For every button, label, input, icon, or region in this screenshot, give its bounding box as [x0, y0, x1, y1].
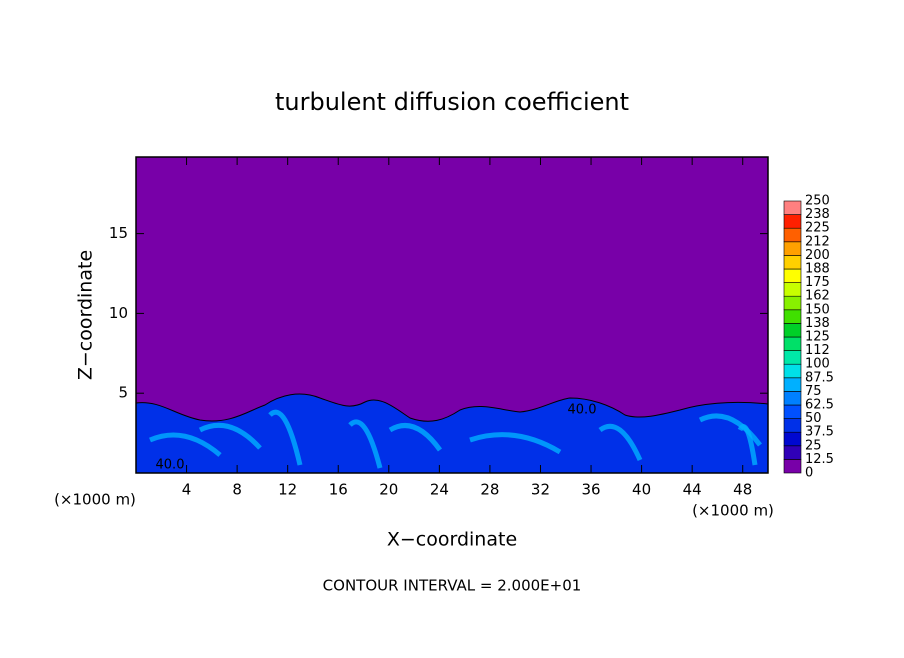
colorbar-label: 50	[805, 411, 822, 426]
colorbar-label: 25	[805, 438, 822, 453]
colorbar-label: 200	[805, 248, 830, 263]
colorbar-swatch	[783, 445, 802, 460]
colorbar-label: 225	[805, 221, 830, 236]
colorbar-label: 212	[805, 234, 830, 249]
colorbar-label: 100	[805, 357, 830, 372]
colorbar-swatch	[783, 336, 802, 351]
colorbar-label: 37.5	[805, 425, 834, 440]
x-tick-label: 44	[683, 481, 702, 499]
colorbar-swatch	[783, 377, 802, 392]
field-streak	[698, 413, 762, 447]
colorbar-swatch	[783, 268, 802, 283]
plot-frame	[135, 156, 769, 474]
colorbar-label: 250	[805, 194, 830, 209]
colorbar-label: 162	[805, 289, 830, 304]
x-tick-label: 40	[632, 481, 651, 499]
field-streak	[149, 432, 222, 457]
colorbar-swatch	[783, 323, 802, 338]
colorbar-swatch	[783, 200, 802, 215]
y-axis-label: Z−coordinate	[75, 250, 97, 380]
colorbar-swatch	[783, 350, 802, 365]
colorbar-label: 188	[805, 262, 830, 277]
colorbar-swatch	[783, 309, 802, 324]
colorbar-label: 75	[805, 384, 822, 399]
colorbar-swatch	[783, 363, 802, 379]
x-tick-label: 4	[182, 481, 192, 499]
unit-label: (×1000 m)	[54, 491, 136, 509]
colorbar-label: 150	[805, 302, 830, 317]
x-tick-label: 8	[232, 481, 242, 499]
colorbar-swatch	[783, 418, 802, 433]
colorbar-label: 12.5	[805, 452, 834, 467]
x-tick-label: 48	[733, 481, 752, 499]
x-tick-label: 16	[329, 481, 348, 499]
y-tick-label: 15	[109, 224, 128, 242]
colorbar-swatch	[783, 227, 802, 243]
field-streak	[388, 423, 443, 452]
unit-label: (×1000 m)	[692, 502, 774, 520]
x-tick-label: 36	[581, 481, 600, 499]
colorbar-swatch	[783, 391, 802, 406]
colorbar-swatch	[783, 431, 802, 447]
footnote: CONTOUR INTERVAL = 2.000E+01	[323, 577, 582, 595]
field-streak	[198, 422, 262, 450]
colorbar-swatch	[783, 459, 802, 474]
contour-label: 40.0	[156, 458, 185, 473]
colorbar-label: 62.5	[805, 398, 834, 413]
colorbar-label: 138	[805, 316, 830, 331]
colorbar-swatch	[783, 295, 802, 311]
x-tick-label: 32	[531, 481, 550, 499]
x-axis-label: X−coordinate	[387, 529, 517, 551]
colorbar-swatch	[783, 255, 802, 270]
field-streak	[737, 424, 758, 466]
field-streak	[348, 419, 383, 469]
field-streak	[469, 432, 562, 455]
contour-label: 40.0	[568, 403, 597, 418]
field-region	[135, 393, 769, 474]
colorbar-swatch	[783, 214, 802, 229]
field-streak	[268, 409, 303, 466]
colorbar-label: 125	[805, 330, 830, 345]
colorbar-label: 112	[805, 343, 830, 358]
colorbar-swatch	[783, 404, 802, 419]
y-tick-label: 10	[109, 304, 128, 322]
colorbar-label: 0	[805, 466, 813, 481]
x-tick-label: 28	[480, 481, 499, 499]
x-tick-label: 20	[379, 481, 398, 499]
x-tick-label: 12	[278, 481, 297, 499]
x-tick-label: 24	[430, 481, 449, 499]
colorbar-label: 87.5	[805, 370, 834, 385]
colorbar-swatch	[783, 282, 802, 297]
field-streak	[598, 423, 643, 462]
y-tick-label: 5	[118, 384, 128, 402]
colorbar-label: 175	[805, 275, 830, 290]
colorbar-label: 238	[805, 207, 830, 222]
chart-title: turbulent diffusion coefficient	[275, 88, 629, 116]
colorbar-swatch	[783, 241, 802, 256]
